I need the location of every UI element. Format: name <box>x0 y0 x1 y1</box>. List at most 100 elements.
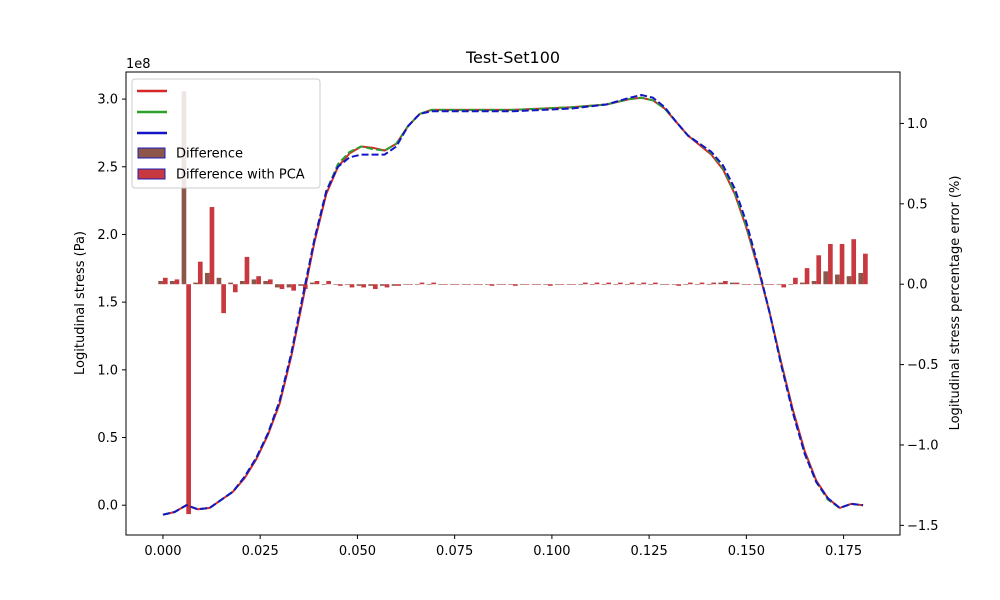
legend-label-difference: Difference <box>176 147 243 162</box>
bar-difference-50 <box>741 284 747 285</box>
bar-difference-pca-58 <box>839 244 845 285</box>
bar-difference-23 <box>426 284 432 285</box>
bar-difference-pca-21 <box>407 284 413 285</box>
bar-difference-pca-32 <box>536 284 542 285</box>
bar-difference-pca-37 <box>594 282 600 285</box>
bar-difference-pca-22 <box>419 282 425 285</box>
bar-difference-21 <box>403 284 408 285</box>
bar-difference-3 <box>193 282 198 285</box>
bar-difference-38 <box>601 284 607 285</box>
bar-difference-10 <box>274 284 280 288</box>
y-left-tick-label-3: 1.5 <box>97 296 118 311</box>
bar-difference-55 <box>800 282 805 285</box>
bar-difference-57 <box>823 271 829 285</box>
bar-difference-pca-36 <box>583 282 588 285</box>
bar-difference-34 <box>555 284 560 285</box>
bar-difference-31 <box>520 284 525 285</box>
bar-difference-4 <box>204 272 210 285</box>
bar-difference-39 <box>613 284 619 285</box>
bar-difference-28 <box>485 284 490 285</box>
bar-difference-13 <box>309 282 315 285</box>
bar-difference-41 <box>636 284 642 285</box>
bar-difference-pca-47 <box>711 282 717 285</box>
legend-label-difference-pca: Difference with PCA <box>176 168 305 183</box>
bar-difference-pca-54 <box>793 277 798 285</box>
bar-difference-pca-8 <box>256 276 261 285</box>
bar-difference-7 <box>239 280 245 285</box>
bar-difference-22 <box>414 284 420 285</box>
x-tick-label-7: 0.175 <box>825 544 862 559</box>
bar-difference-24 <box>438 284 443 285</box>
bar-difference-pca-46 <box>699 282 705 285</box>
y-right-tick-label-4: 0.5 <box>907 197 928 212</box>
bar-difference-pca-42 <box>653 282 658 285</box>
bar-difference-pca-50 <box>746 284 752 285</box>
bar-difference-25 <box>449 284 455 285</box>
bar-difference-pca-23 <box>431 282 436 285</box>
bar-difference-pca-35 <box>571 284 577 285</box>
bar-difference-52 <box>765 284 770 285</box>
x-axis: 0.000 0.025 0.050 0.075 0.100 0.125 0.150 0.175 <box>144 535 862 559</box>
y-left-tick-label-5: 2.5 <box>97 160 118 175</box>
bar-difference-pca-4 <box>209 207 215 285</box>
bar-difference-pca-53 <box>781 284 787 288</box>
bar-difference-48 <box>718 282 724 285</box>
bar-difference-pca-34 <box>559 284 565 285</box>
bar-difference-53 <box>776 284 782 285</box>
bar-difference-45 <box>683 284 689 285</box>
bar-difference-pca-3 <box>197 261 203 285</box>
bar-difference-pca-43 <box>664 284 670 285</box>
y-left-tick-label-4: 2.0 <box>97 228 118 243</box>
bar-difference-pca-13 <box>314 280 320 285</box>
bar-difference-35 <box>566 284 572 285</box>
plot-frame <box>125 71 901 536</box>
x-tick-label-0: 0.000 <box>144 544 181 559</box>
bar-difference-pca-10 <box>279 284 285 290</box>
bar-difference-pca-26 <box>466 284 471 285</box>
bar-difference-15 <box>333 284 338 285</box>
bar-difference-pca-7 <box>244 256 250 285</box>
bar-difference-1 <box>169 280 175 285</box>
bar-difference-18 <box>368 284 373 286</box>
bar-difference-33 <box>543 284 549 285</box>
y-left-tick-label-2: 1.0 <box>97 363 118 378</box>
bar-difference-37 <box>590 284 595 285</box>
bar-difference-pca-6 <box>232 284 238 293</box>
y-right-axis-label: Logitudinal stress percentage error (%) <box>948 176 963 431</box>
x-tick-label-3: 0.075 <box>436 544 473 559</box>
bar-difference-44 <box>671 284 677 285</box>
bar-difference-pca-57 <box>828 244 833 285</box>
bar-difference-pca-16 <box>349 284 355 288</box>
bar-difference-58 <box>835 274 840 285</box>
y-right-tick-label-1: −1.0 <box>907 438 939 453</box>
bar-difference-pca-48 <box>723 280 728 285</box>
bar-difference-pca-40 <box>629 282 635 285</box>
y-left-tick-label-6: 3.0 <box>97 93 118 108</box>
line-series-layer <box>162 94 864 516</box>
bar-difference-51 <box>753 284 759 285</box>
bar-difference-17 <box>356 284 362 286</box>
series-line-3 <box>162 94 864 516</box>
bar-difference-29 <box>496 284 502 285</box>
bar-difference-42 <box>648 284 654 285</box>
y-left-axis-label: Logitudinal stress (Pa) <box>73 231 88 375</box>
bar-difference-0 <box>158 280 163 285</box>
bar-difference-47 <box>706 284 712 285</box>
bar-difference-59 <box>846 276 852 285</box>
y-left-tick-label-1: 0.5 <box>97 431 118 446</box>
bar-difference-pca-29 <box>501 284 506 285</box>
y-right-tick-label-0: −1.5 <box>907 519 939 534</box>
bar-difference-pca-30 <box>513 284 518 286</box>
bar-difference-pca-60 <box>863 253 868 285</box>
bar-difference-pca-1 <box>174 279 180 285</box>
bar-difference-pca-38 <box>606 282 612 285</box>
y-left-tick-label-0: 0.0 <box>97 499 118 514</box>
bar-difference-20 <box>391 284 397 286</box>
bar-difference-pca-45 <box>688 282 693 285</box>
y-axis-left: 0.0 0.5 1.0 1.5 2.0 2.5 3.0 <box>97 93 126 514</box>
x-tick-label-5: 0.125 <box>631 544 668 559</box>
legend: Difference Difference with PCA <box>131 78 321 189</box>
legend-box <box>131 78 321 189</box>
y-right-tick-label-5: 1.0 <box>907 117 928 132</box>
